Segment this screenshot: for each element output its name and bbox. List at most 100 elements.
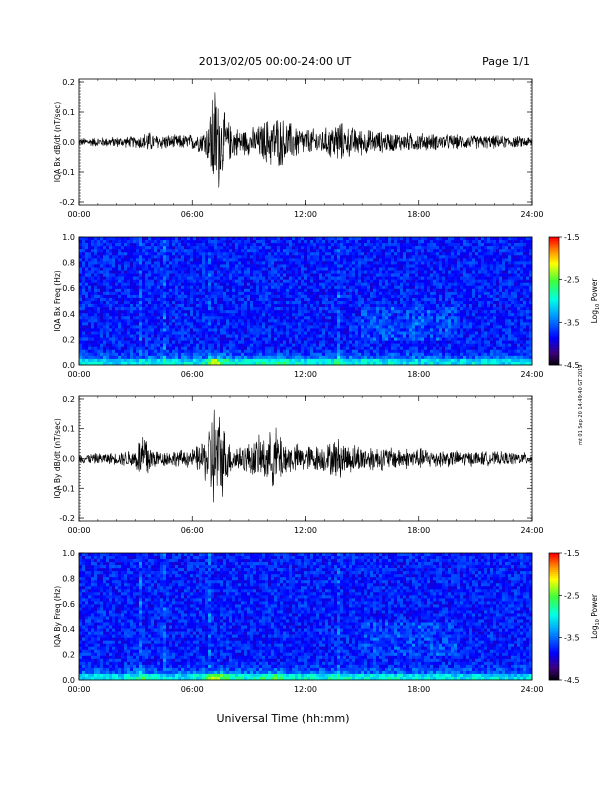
- spectrogram-cell: [85, 273, 89, 277]
- spectrogram-cell: [460, 313, 464, 317]
- spectrogram-cell: [280, 325, 284, 329]
- x-tick-label: 12:00: [294, 370, 317, 379]
- spectrogram-cell: [130, 328, 134, 332]
- spectrogram-cell: [415, 258, 419, 262]
- spectrogram-cell: [229, 282, 233, 287]
- spectrogram-cell: [112, 267, 116, 271]
- spectrogram-cell: [163, 267, 167, 271]
- spectrogram-cell: [235, 264, 239, 268]
- spectrogram-cell: [232, 249, 236, 253]
- spectrogram-cell: [400, 294, 404, 299]
- spectrogram-cell: [241, 249, 245, 253]
- spectrogram-cell: [463, 273, 467, 277]
- spectrogram-cell: [262, 313, 266, 317]
- spectrogram-cell: [79, 291, 83, 296]
- spectrogram-cell: [427, 246, 431, 250]
- spectrogram-cell: [424, 319, 428, 323]
- spectrogram-cell: [178, 243, 182, 247]
- spectrogram-cell: [241, 301, 245, 305]
- spectrogram-cell: [115, 264, 119, 268]
- spectrogram-cell: [403, 252, 407, 256]
- spectrogram-cell: [232, 264, 236, 268]
- spectrogram-cell: [97, 297, 101, 302]
- spectrogram-cell: [79, 285, 83, 290]
- spectrogram-cell: [526, 288, 530, 293]
- spectrogram-cell: [310, 316, 314, 320]
- spectrogram-cell: [280, 252, 284, 256]
- spectrogram-cell: [370, 322, 374, 326]
- spectrogram-cell: [121, 279, 125, 284]
- spectrogram-cell: [397, 304, 401, 308]
- spectrogram-cell: [118, 252, 122, 256]
- spectrogram-cell: [172, 310, 176, 314]
- spectrogram-cell: [217, 246, 221, 250]
- spectrogram-cell: [481, 297, 485, 302]
- spectrogram-cell: [85, 240, 89, 244]
- spectrogram-cell: [406, 282, 410, 287]
- spectrogram-cell: [211, 316, 215, 320]
- spectrogram-cell: [307, 252, 311, 256]
- spectrogram-cell: [265, 276, 269, 280]
- spectrogram-cell: [529, 313, 533, 317]
- spectrogram-cell: [265, 246, 269, 250]
- spectrogram-cell: [196, 279, 200, 284]
- spectrogram-cell: [391, 279, 395, 284]
- spectrogram-cell: [505, 273, 509, 277]
- spectrogram-cell: [343, 255, 347, 259]
- spectrogram-cell: [487, 294, 491, 299]
- spectrogram-cell: [193, 304, 197, 308]
- spectrogram-cell: [91, 304, 95, 308]
- spectrogram-cell: [424, 273, 428, 277]
- spectrogram-cell: [358, 279, 362, 284]
- spectrogram-cell: [256, 276, 260, 280]
- spectrogram-cell: [310, 301, 314, 305]
- spectrogram-cell: [262, 243, 266, 247]
- spectrogram-cell: [157, 243, 161, 247]
- spectrogram-cell: [136, 237, 140, 241]
- spectrogram-cell: [214, 304, 218, 308]
- spectrogram-cell: [82, 264, 86, 268]
- spectrogram-cell: [178, 316, 182, 320]
- spectrogram-cell: [313, 304, 317, 308]
- spectrogram-cell: [241, 319, 245, 323]
- spectrogram-cell: [151, 291, 155, 296]
- spectrogram-cell: [445, 273, 449, 277]
- spectrogram-cell: [112, 297, 116, 302]
- spectrogram-cell: [142, 264, 146, 268]
- spectrogram-cell: [457, 270, 461, 274]
- spectrogram-cell: [295, 252, 299, 256]
- spectrogram-cell: [124, 322, 128, 326]
- spectrogram-cell: [406, 328, 410, 332]
- spectrogram-cell: [235, 276, 239, 280]
- spectrogram-cell: [232, 243, 236, 247]
- spectrogram-cell: [229, 255, 233, 259]
- spectrogram-cell: [232, 237, 236, 241]
- spectrogram-cell: [175, 282, 179, 287]
- spectrogram-cell: [403, 307, 407, 311]
- spectrogram-cell: [316, 252, 320, 256]
- spectrogram-cell: [184, 261, 188, 265]
- spectrogram-cell: [385, 261, 389, 265]
- spectrogram-cell: [517, 264, 521, 268]
- spectrogram-cell: [391, 276, 395, 280]
- spectrogram-cell: [112, 258, 116, 262]
- spectrogram-cell: [253, 258, 257, 262]
- spectrogram-cell: [376, 291, 380, 296]
- spectrogram-cell: [457, 276, 461, 280]
- spectrogram-cell: [385, 328, 389, 332]
- spectrogram-cell: [124, 282, 128, 287]
- spectrogram-cell: [202, 307, 206, 311]
- spectrogram-cell: [310, 307, 314, 311]
- spectrogram-cell: [490, 307, 494, 311]
- spectrogram-cell: [322, 313, 326, 317]
- spectrogram-cell: [472, 246, 476, 250]
- spectrogram-cell: [148, 243, 152, 247]
- spectrogram-cell: [178, 319, 182, 323]
- spectrogram-cell: [394, 313, 398, 317]
- spectrogram-cell: [205, 258, 209, 262]
- spectrogram-cell: [91, 285, 95, 290]
- spectrogram-cell: [94, 285, 98, 290]
- spectrogram-cell: [154, 282, 158, 287]
- spectrogram-cell: [211, 243, 215, 247]
- spectrogram-cell: [277, 276, 281, 280]
